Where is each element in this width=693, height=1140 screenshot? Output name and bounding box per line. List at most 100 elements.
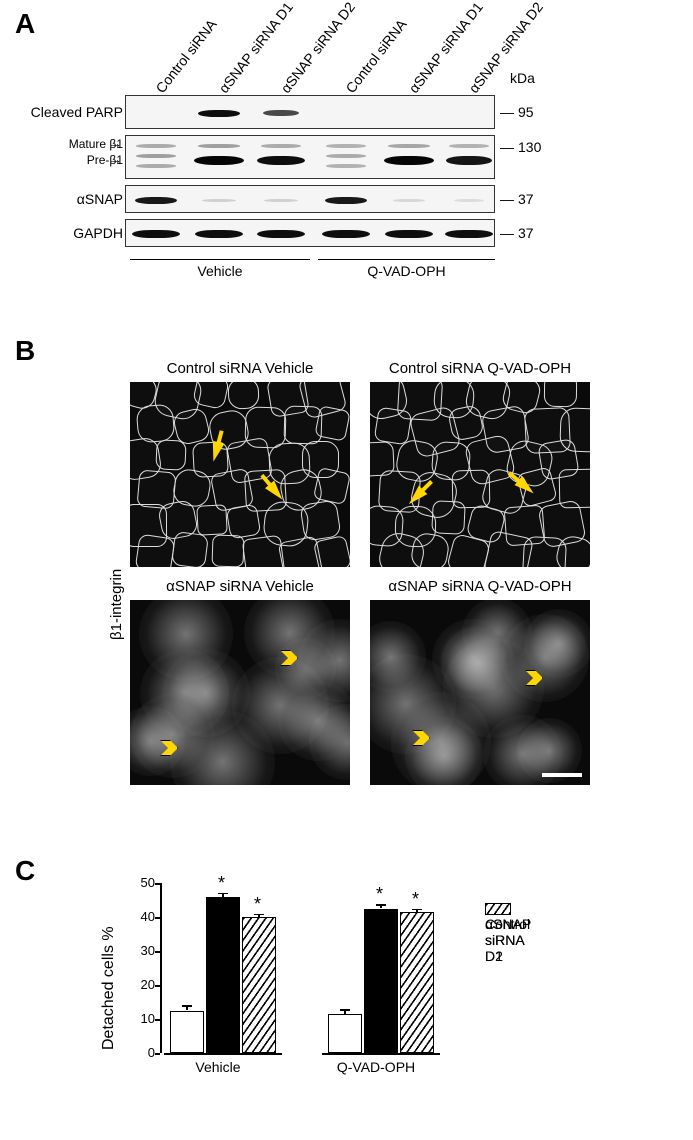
diffuse-cell (441, 626, 515, 700)
x-axis-segment (322, 1053, 440, 1055)
error-cap (340, 1009, 350, 1011)
cell-outline (135, 533, 176, 567)
band (257, 156, 305, 165)
cell-outline (228, 382, 260, 410)
bar-Vehicle-1 (206, 897, 240, 1053)
treatment-bar-0 (130, 259, 310, 260)
band (132, 230, 180, 238)
y-tick-label: 40 (125, 909, 155, 924)
band (198, 144, 240, 148)
significance-marker: * (412, 889, 419, 910)
band (263, 110, 299, 116)
y-tick (155, 917, 160, 919)
cell-outline (212, 535, 245, 567)
band (393, 199, 425, 202)
mw-marker-2: 37 (500, 191, 534, 207)
band (135, 197, 177, 204)
treatment-label-1: Q-VAD-OPH (318, 263, 495, 279)
y-tick-label: 10 (125, 1011, 155, 1026)
band (388, 144, 430, 148)
band (136, 154, 176, 158)
cell-outline (313, 467, 350, 505)
diffuse-cell (130, 693, 215, 778)
y-tick (155, 1019, 160, 1021)
bar-Vehicle-2 (242, 917, 276, 1053)
y-tick (155, 985, 160, 987)
cell-outline (171, 531, 208, 567)
band (194, 156, 244, 165)
cell-outline (431, 500, 466, 535)
band (198, 110, 240, 117)
y-tick-label: 30 (125, 943, 155, 958)
panel-c-label: C (15, 855, 35, 887)
band (384, 156, 434, 165)
band (325, 197, 367, 204)
scale-bar (542, 773, 582, 777)
lane-label-3: Control siRNA (342, 16, 409, 96)
cell-outline (373, 407, 412, 446)
legend-item-2: αSNAP siRNA D2 (485, 900, 531, 964)
y-tick-label: 0 (125, 1045, 155, 1060)
cell-outline (314, 405, 350, 442)
panel-a-label: A (15, 8, 35, 40)
band (385, 230, 433, 238)
y-tick-label: 50 (125, 875, 155, 890)
micrograph-title-0: Control siRNA Vehicle (130, 360, 350, 377)
band (136, 164, 176, 168)
blot-row-0 (125, 95, 495, 129)
error-cap (182, 1005, 192, 1007)
bar-chart: 01020304050**Vehicle**Q-VAD-OPH (125, 868, 475, 1083)
blot-row-label-0: Cleaved PARP (13, 104, 123, 120)
blot-row-1 (125, 135, 495, 179)
legend-text: αSNAP siRNA D2 (485, 916, 531, 964)
mw-marker-0: 95 (500, 104, 534, 120)
cell-outline (196, 504, 228, 536)
blot-row-3 (125, 219, 495, 247)
band (195, 230, 243, 238)
y-tick (155, 1053, 160, 1055)
mw-marker-3: 37 (500, 225, 534, 241)
band (326, 144, 366, 148)
arrow-icon: → (108, 151, 122, 167)
y-tick (155, 883, 160, 885)
diffuse-cell (278, 681, 350, 761)
band (136, 144, 176, 148)
micrograph-title-1: Control siRNA Q-VAD-OPH (370, 360, 590, 377)
band (449, 144, 489, 148)
cell-outline (155, 439, 187, 471)
significance-marker: * (376, 884, 383, 905)
micrograph-0 (130, 382, 350, 567)
bar-Q-VAD-OPH-2 (400, 912, 434, 1053)
band (446, 156, 492, 165)
beta1-integrin-label: β1-integrin (108, 569, 125, 640)
micrograph-2 (130, 600, 350, 785)
micrograph-title-2: αSNAP siRNA Vehicle (130, 578, 350, 595)
band (454, 199, 484, 202)
bar-Q-VAD-OPH-0 (328, 1014, 362, 1053)
band (326, 154, 366, 158)
lane-label-0: Control siRNA (152, 16, 219, 96)
significance-marker: * (254, 894, 261, 915)
band (202, 199, 236, 202)
band (264, 199, 298, 202)
micrograph-1 (370, 382, 590, 567)
x-category-label: Q-VAD-OPH (322, 1059, 430, 1075)
blot-sublabel-1-0: Mature β1 (13, 137, 123, 151)
micrograph-title-3: αSNAP siRNA Q-VAD-OPH (370, 578, 590, 595)
band (326, 164, 366, 168)
y-axis (160, 883, 162, 1053)
y-tick-label: 20 (125, 977, 155, 992)
bar-Q-VAD-OPH-1 (364, 909, 398, 1054)
micrograph-3 (370, 600, 590, 785)
band (445, 230, 493, 238)
band (322, 230, 370, 238)
bar-Vehicle-0 (170, 1011, 204, 1054)
significance-marker: * (218, 873, 225, 894)
band (257, 230, 305, 238)
y-tick (155, 951, 160, 953)
y-axis-label: Detached cells % (100, 926, 118, 1050)
cell-outline (544, 382, 578, 408)
treatment-bar-1 (318, 259, 495, 260)
kda-label: kDa (510, 70, 535, 86)
arrow-icon: → (108, 135, 122, 151)
